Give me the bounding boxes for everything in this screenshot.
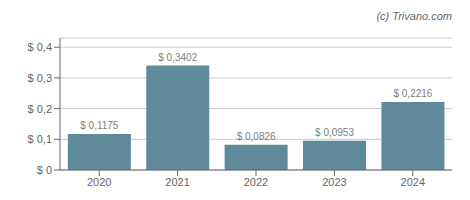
svg-text:$ 0,1: $ 0,1: [28, 133, 52, 145]
svg-text:$ 0,2216: $ 0,2216: [393, 88, 432, 99]
svg-text:$ 0,0953: $ 0,0953: [315, 127, 354, 138]
svg-text:$ 0,2: $ 0,2: [28, 103, 52, 115]
svg-text:$ 0,3402: $ 0,3402: [158, 52, 197, 63]
html-text:(c) Trivano.com: (c) Trivano.com: [376, 10, 452, 22]
svg-text:$ 0: $ 0: [37, 164, 52, 176]
svg-text:2023: 2023: [322, 176, 346, 188]
svg-text:$ 0,3: $ 0,3: [28, 72, 52, 84]
svg-text:2021: 2021: [165, 176, 189, 188]
svg-text:2022: 2022: [244, 176, 268, 188]
svg-text:2024: 2024: [401, 176, 425, 188]
svg-text:$ 0,1175: $ 0,1175: [80, 120, 119, 131]
svg-text:2020: 2020: [87, 176, 111, 188]
svg-text:$ 0,4: $ 0,4: [28, 41, 52, 53]
svg-text:$ 0,0826: $ 0,0826: [237, 131, 276, 142]
